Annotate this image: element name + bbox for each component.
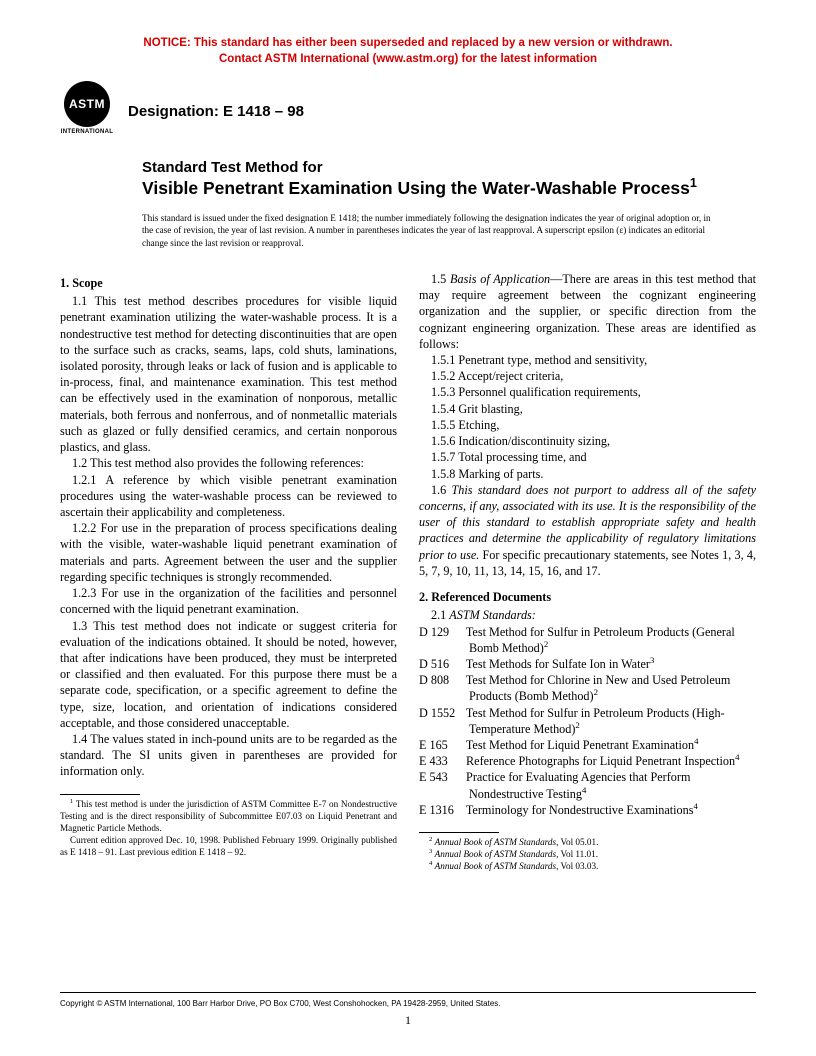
footnote-2: 2 Annual Book of ASTM Standards, Vol 05.…	[419, 837, 756, 849]
copyright-text: Copyright © ASTM International, 100 Barr…	[60, 999, 501, 1008]
footnotes-left: 1 This test method is under the jurisdic…	[60, 799, 397, 859]
footnote-1a: 1 This test method is under the jurisdic…	[60, 799, 397, 835]
left-column: 1. Scope 1.1 This test method describes …	[60, 271, 397, 873]
p-1-3: 1.3 This test method does not indicate o…	[60, 618, 397, 732]
p-1-5-6: 1.5.6 Indication/discontinuity sizing,	[419, 433, 756, 449]
p-1-5-7: 1.5.7 Total processing time, and	[419, 449, 756, 465]
p-1-5: 1.5 Basis of Application—There are areas…	[419, 271, 756, 352]
title-main: Visible Penetrant Examination Using the …	[142, 178, 756, 200]
title-block: Standard Test Method for Visible Penetra…	[142, 159, 756, 200]
p-1-6: 1.6 This standard does not purport to ad…	[419, 482, 756, 579]
footnotes-right: 2 Annual Book of ASTM Standards, Vol 05.…	[419, 837, 756, 873]
copyright-block: Copyright © ASTM International, 100 Barr…	[60, 992, 756, 1008]
p-1-5-8: 1.5.8 Marking of parts.	[419, 466, 756, 482]
title-prefix: Standard Test Method for	[142, 159, 756, 178]
logo-sub: INTERNATIONAL	[61, 129, 113, 135]
ref-item: D 808 Test Method for Chlorine in New an…	[419, 672, 756, 704]
copyright-rule	[60, 992, 756, 993]
issued-note: This standard is issued under the fixed …	[142, 212, 716, 249]
ref-item: E 1316 Terminology for Nondestructive Ex…	[419, 802, 756, 818]
p-1-5-2: 1.5.2 Accept/reject criteria,	[419, 368, 756, 384]
page-number: 1	[0, 1013, 816, 1028]
footnote-1b: Current edition approved Dec. 10, 1998. …	[60, 835, 397, 859]
ref-item: D 1552 Test Method for Sulfur in Petrole…	[419, 705, 756, 737]
p-1-5-5: 1.5.5 Etching,	[419, 417, 756, 433]
p-1-2-1: 1.2.1 A reference by which visible penet…	[60, 472, 397, 521]
p-1-5-4: 1.5.4 Grit blasting,	[419, 401, 756, 417]
footnote-4: 4 Annual Book of ASTM Standards, Vol 03.…	[419, 861, 756, 873]
ref-item: E 433 Reference Photographs for Liquid P…	[419, 753, 756, 769]
designation: Designation: E 1418 – 98	[128, 103, 304, 120]
notice-line1: NOTICE: This standard has either been su…	[143, 37, 672, 49]
p-1-4: 1.4 The values stated in inch-pound unit…	[60, 731, 397, 780]
logo-circle: ASTM	[64, 81, 110, 127]
astm-logo: ASTM INTERNATIONAL	[60, 81, 114, 141]
p-1-5-3: 1.5.3 Personnel qualification requiremen…	[419, 384, 756, 400]
refdocs-head: 2. Referenced Documents	[419, 589, 756, 605]
scope-head: 1. Scope	[60, 275, 397, 291]
ref-item: D 516 Test Methods for Sulfate Ion in Wa…	[419, 656, 756, 672]
body-columns: 1. Scope 1.1 This test method describes …	[60, 271, 756, 873]
ref-item: E 543 Practice for Evaluating Agencies t…	[419, 769, 756, 801]
right-column: 1.5 Basis of Application—There are areas…	[419, 271, 756, 873]
footnote-rule-right	[419, 832, 499, 833]
footnote-3: 3 Annual Book of ASTM Standards, Vol 11.…	[419, 849, 756, 861]
supersession-notice: NOTICE: This standard has either been su…	[60, 36, 756, 67]
p-1-2-3: 1.2.3 For use in the organization of the…	[60, 585, 397, 617]
ref-item: E 165 Test Method for Liquid Penetrant E…	[419, 737, 756, 753]
p-1-2-2: 1.2.2 For use in the preparation of proc…	[60, 520, 397, 585]
p-1-1: 1.1 This test method describes procedure…	[60, 293, 397, 455]
p-2-1: 2.1 ASTM Standards:	[419, 607, 756, 623]
ref-list: D 129 Test Method for Sulfur in Petroleu…	[419, 624, 756, 819]
notice-line2: Contact ASTM International (www.astm.org…	[219, 53, 597, 65]
p-1-5-1: 1.5.1 Penetrant type, method and sensiti…	[419, 352, 756, 368]
footnote-rule-left	[60, 794, 140, 795]
ref-item: D 129 Test Method for Sulfur in Petroleu…	[419, 624, 756, 656]
header: ASTM INTERNATIONAL Designation: E 1418 –…	[60, 81, 756, 141]
p-1-2: 1.2 This test method also provides the f…	[60, 455, 397, 471]
